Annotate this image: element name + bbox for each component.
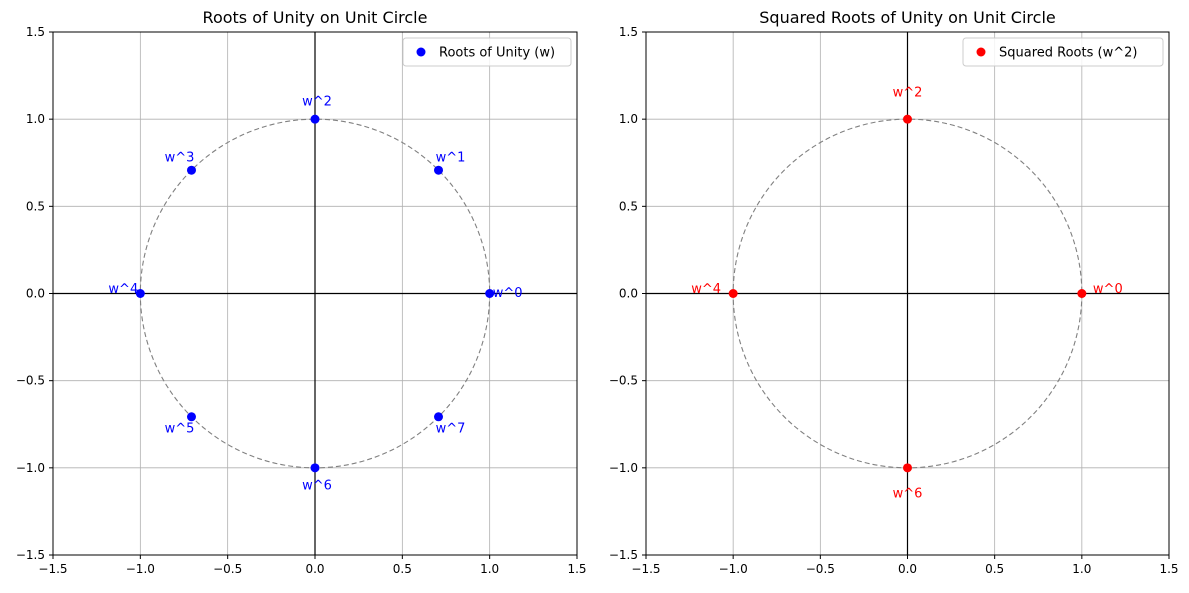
point-label: w^2 (302, 95, 332, 110)
data-point (903, 463, 912, 473)
data-point (1077, 289, 1087, 298)
data-point (485, 289, 495, 298)
data-point (186, 412, 196, 422)
plot-panel-1: w^0 w^1 w^2 w^3 w^4 w^5 w^6 w^7 −1.5 −1.0 −0.5 0.0 0… (16, 8, 587, 576)
legend: Squared Roots (w^2) (962, 37, 1164, 67)
x-tick-label: 1.5 (1159, 562, 1178, 576)
x-tick-label: 0.5 (985, 562, 1004, 576)
y-tick-label: 1.5 (26, 25, 45, 39)
data-point (434, 165, 444, 175)
data-point (434, 412, 444, 422)
point-label: w^5 (165, 421, 195, 436)
x-tick-label: −0.5 (213, 562, 242, 576)
legend-marker (976, 47, 986, 57)
legend-label: Roots of Unity (w) (439, 46, 555, 61)
x-tick-label: −1.0 (719, 562, 748, 576)
point-label: w^4 (691, 282, 721, 297)
y-tick-label: −0.5 (609, 374, 638, 388)
x-tick-label: 0.5 (393, 562, 412, 576)
data-point (310, 114, 320, 124)
y-tick-label: 0.5 (619, 199, 638, 213)
point-label: w^1 (436, 151, 466, 166)
x-tick-label: −1.5 (631, 562, 660, 576)
y-tick-label: 1.5 (619, 25, 638, 39)
y-tick-label: 0.5 (26, 199, 45, 213)
legend-box (402, 37, 572, 67)
point-label: w^0 (493, 286, 523, 301)
x-tick-label: 0.0 (305, 562, 324, 576)
x-tick-label: −0.5 (806, 562, 835, 576)
legend-label: Squared Roots (w^2) (999, 46, 1137, 61)
legend-marker (416, 47, 426, 57)
x-tick-label: 1.5 (567, 562, 586, 576)
data-point (135, 289, 145, 298)
x-tick-label: 1.0 (1072, 562, 1091, 576)
y-tick-label: 0.0 (619, 287, 638, 301)
point-label: w^3 (165, 151, 195, 166)
chart-title: Squared Roots of Unity on Unit Circle (759, 8, 1055, 27)
data-point (903, 114, 912, 124)
y-tick-label: −0.5 (16, 374, 45, 388)
point-label: w^4 (108, 282, 138, 297)
y-tick-label: −1.5 (609, 548, 638, 562)
plot-panel-2: w^0 w^2 w^4 w^6 −1.5 −1.0 −0.5 0.0 0.5 1.0 1.5 −1.5… (609, 8, 1179, 576)
x-tick-label: 0.0 (898, 562, 917, 576)
point-label: w^0 (1093, 282, 1123, 297)
y-tick-label: −1.5 (16, 548, 45, 562)
legend: Roots of Unity (w) (402, 37, 572, 67)
point-label: w^7 (436, 421, 466, 436)
x-tick-label: −1.5 (38, 562, 67, 576)
y-tick-label: 0.0 (26, 287, 45, 301)
data-point (728, 289, 738, 298)
y-tick-label: 1.0 (26, 112, 45, 126)
y-tick-label: −1.0 (609, 461, 638, 475)
data-point (186, 165, 196, 175)
legend-box (962, 37, 1164, 67)
y-tick-label: 1.0 (619, 112, 638, 126)
data-point (310, 463, 320, 473)
x-tick-label: −1.0 (126, 562, 155, 576)
x-tick-label: 1.0 (480, 562, 499, 576)
point-label: w^6 (302, 478, 332, 493)
chart-title: Roots of Unity on Unit Circle (203, 8, 428, 27)
point-label: w^2 (893, 86, 923, 101)
y-tick-label: −1.0 (16, 461, 45, 475)
point-label: w^6 (893, 486, 923, 501)
